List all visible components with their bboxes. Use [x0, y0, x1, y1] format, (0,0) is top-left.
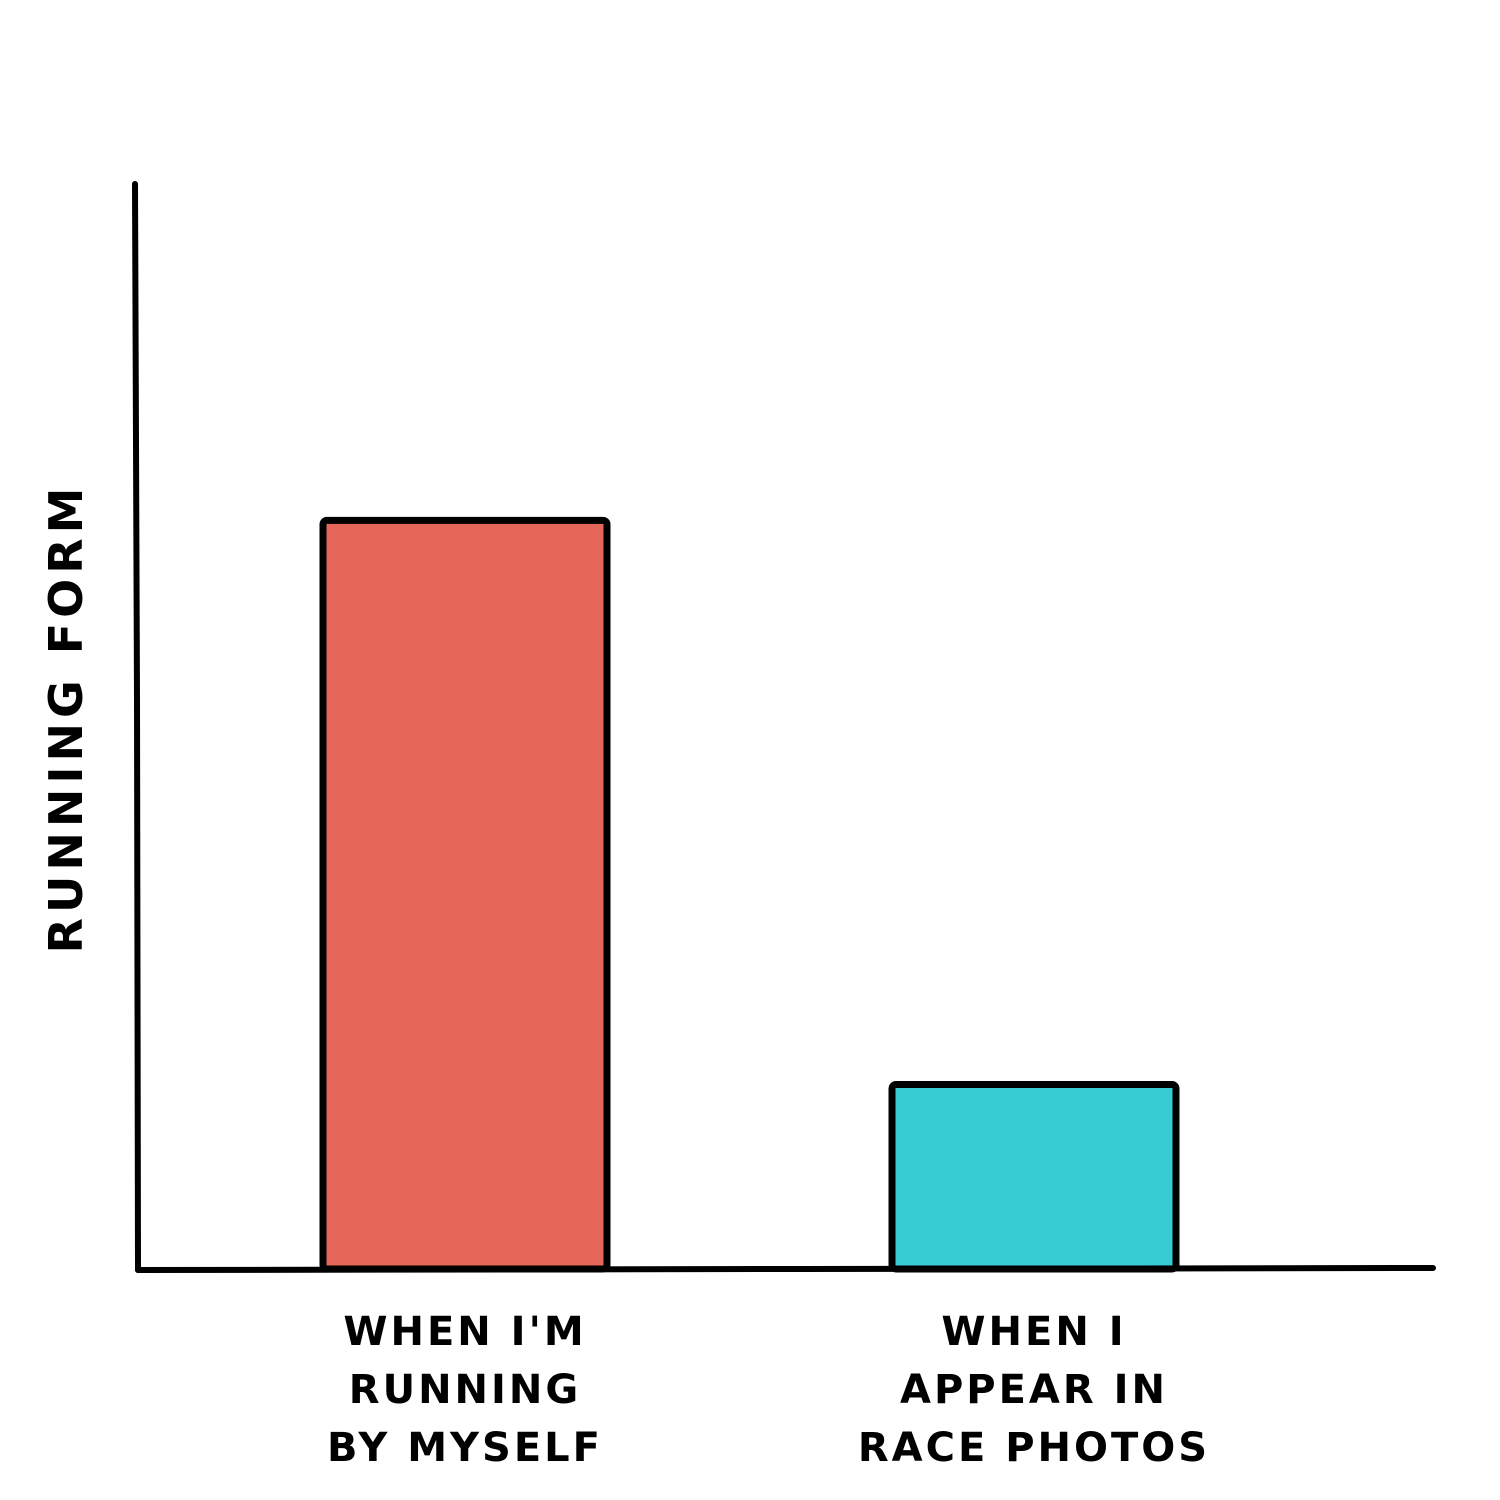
x-tick-label-line: BY MYSELF: [327, 1425, 603, 1471]
bar-1: [319, 516, 611, 1273]
x-tick-label-line: WHEN I'M: [343, 1309, 586, 1355]
bars: [319, 516, 1180, 1273]
x-tick-label-line: RACE PHOTOS: [858, 1425, 1210, 1471]
x-tick-label-line: RUNNING: [349, 1367, 581, 1413]
x-tick-label-1: WHEN I'M RUNNING BY MYSELF: [327, 1309, 603, 1471]
x-tick-labels: WHEN I'M RUNNING BY MYSELF WHEN I APPEAR IN R…: [327, 1309, 1210, 1471]
y-axis: [132, 181, 141, 1273]
x-tick-label-line: WHEN I: [941, 1309, 1126, 1355]
x-axis: [135, 1265, 1436, 1273]
x-tick-label-line: APPEAR IN: [900, 1367, 1168, 1413]
x-tick-label-2: WHEN I APPEAR IN RACE PHOTOS: [858, 1309, 1210, 1471]
y-axis-label: RUNNING FORM: [39, 483, 93, 954]
bar-2: [888, 1081, 1180, 1273]
